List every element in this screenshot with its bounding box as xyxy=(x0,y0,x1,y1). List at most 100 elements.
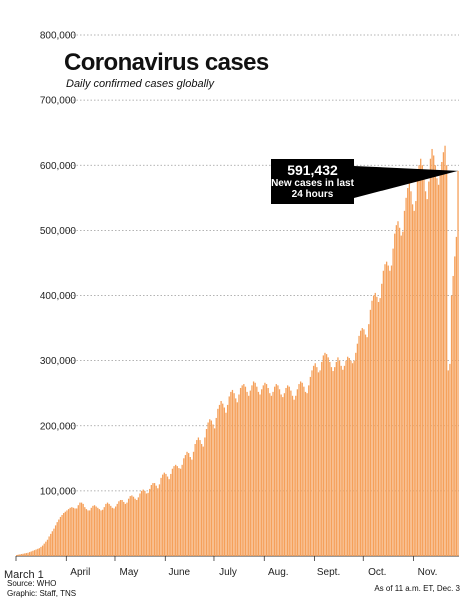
bar xyxy=(230,391,232,556)
bar xyxy=(105,503,107,556)
bar xyxy=(325,354,328,556)
bar xyxy=(382,270,385,556)
bar xyxy=(189,457,191,556)
bar xyxy=(283,393,286,556)
bar xyxy=(103,507,105,556)
bar xyxy=(95,506,97,556)
bar xyxy=(371,300,373,556)
bar xyxy=(442,152,445,556)
bar xyxy=(342,369,344,556)
bar xyxy=(332,371,334,556)
bar xyxy=(199,440,201,556)
bar xyxy=(457,170,459,557)
bar xyxy=(327,357,329,556)
bar xyxy=(102,509,104,556)
bar xyxy=(397,221,399,556)
bar xyxy=(82,503,84,556)
bar xyxy=(142,489,144,556)
bar xyxy=(316,367,318,556)
bar xyxy=(267,387,269,556)
bar xyxy=(444,145,446,556)
x-tick-label: June xyxy=(168,567,190,578)
footer-credits: Source: WHO Graphic: Staff, TNS xyxy=(7,579,76,599)
bar xyxy=(56,522,58,556)
bar xyxy=(299,381,302,556)
bar xyxy=(24,553,26,556)
bar xyxy=(204,437,206,556)
x-tick-label: Nov. xyxy=(418,567,438,578)
bar xyxy=(429,158,432,557)
bar xyxy=(215,417,217,556)
bar xyxy=(236,402,238,556)
bar xyxy=(186,451,188,556)
bar xyxy=(207,422,209,556)
bar xyxy=(381,283,383,556)
bar xyxy=(192,451,195,556)
bar xyxy=(100,510,102,556)
bar xyxy=(343,365,346,556)
bar xyxy=(25,553,28,556)
bar xyxy=(157,488,159,556)
y-tick-labels: 100,000 200,000 300,000 400,000 500,000 600,0… xyxy=(40,31,77,498)
bar xyxy=(241,385,243,556)
bar xyxy=(184,455,187,556)
bar xyxy=(225,412,227,556)
bar xyxy=(202,446,204,556)
bar xyxy=(17,554,19,556)
bar xyxy=(377,302,380,556)
bar xyxy=(280,394,282,556)
bar xyxy=(275,384,277,556)
bar xyxy=(384,264,386,556)
bar xyxy=(303,386,305,556)
bar-series xyxy=(16,145,459,557)
y-tick-label: 400,000 xyxy=(40,291,77,302)
bar xyxy=(449,363,451,556)
bar xyxy=(121,499,123,556)
bar xyxy=(38,548,41,556)
bar xyxy=(452,275,454,556)
bar xyxy=(71,507,73,556)
bar xyxy=(428,181,430,556)
bar xyxy=(340,365,342,556)
bar xyxy=(351,363,354,556)
bar xyxy=(194,443,196,556)
bar xyxy=(295,395,297,556)
bar xyxy=(97,507,99,556)
y-tick-label: 300,000 xyxy=(40,356,77,367)
bar xyxy=(330,367,333,556)
bar xyxy=(106,502,109,556)
bar xyxy=(114,506,117,556)
bar xyxy=(455,236,458,556)
bar xyxy=(59,516,62,556)
bar xyxy=(176,466,178,556)
bar xyxy=(140,490,143,556)
bar xyxy=(22,553,24,556)
bar xyxy=(210,420,213,556)
bar xyxy=(269,393,271,556)
bar xyxy=(447,370,449,556)
bar xyxy=(183,458,185,556)
bar xyxy=(369,309,372,556)
bar xyxy=(239,387,242,556)
bar xyxy=(76,508,78,556)
bar xyxy=(110,505,112,556)
y-tick-label: 200,000 xyxy=(40,421,77,432)
bar xyxy=(262,385,264,556)
bar xyxy=(256,386,258,556)
bar xyxy=(212,424,214,556)
bar xyxy=(222,403,224,556)
bar xyxy=(319,370,321,556)
bar xyxy=(306,393,308,556)
bar xyxy=(32,550,34,556)
bar xyxy=(385,261,388,556)
bar xyxy=(431,148,433,556)
callout-pointer xyxy=(354,166,459,198)
bar xyxy=(134,498,136,556)
bar xyxy=(413,210,415,556)
bar xyxy=(270,395,273,556)
bar xyxy=(173,466,175,556)
bar xyxy=(53,528,55,556)
bar xyxy=(374,292,376,556)
bar xyxy=(360,330,362,556)
